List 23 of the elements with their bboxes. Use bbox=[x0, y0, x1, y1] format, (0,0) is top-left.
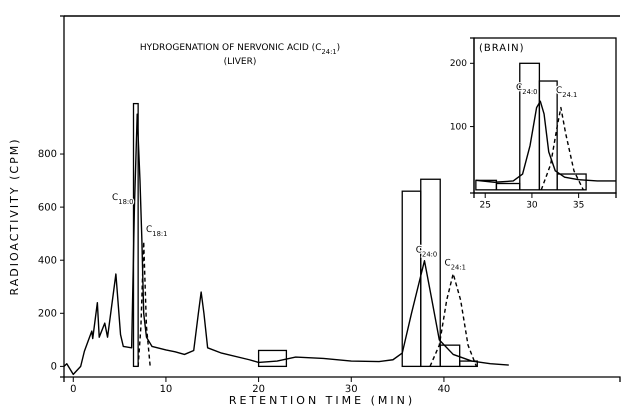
x-tick-label: 25 bbox=[479, 200, 491, 210]
annotation: C$_{18:0}$ bbox=[112, 193, 134, 206]
y-tick-label: 800 bbox=[38, 149, 57, 160]
y-tick-label: 100 bbox=[450, 122, 468, 132]
x-tick-label: 0 bbox=[70, 384, 76, 396]
x-tick-label: 30 bbox=[344, 384, 358, 396]
text: (LIVER) bbox=[224, 57, 256, 67]
y-tick-label: 600 bbox=[38, 202, 57, 214]
annotation: C$_{18:1}$ bbox=[146, 225, 168, 238]
x-tick-label: 40 bbox=[438, 384, 450, 396]
annotation: C$_{24:1}$ bbox=[444, 258, 466, 272]
y-tick-label: 200 bbox=[38, 308, 57, 320]
x-axis-title: RETENTION TIME (MIN) bbox=[228, 394, 416, 407]
y-tick-label: 200 bbox=[450, 59, 468, 70]
x-tick-label: 10 bbox=[160, 384, 172, 396]
x-tick-label: 20 bbox=[252, 384, 265, 396]
x-tick-label: 30 bbox=[526, 200, 538, 210]
text: HYDROGENATION OF NERVONIC ACID (C$_{24:1}$) bbox=[140, 43, 340, 56]
y-axis-title: RADIOACTIVITY (CPM) bbox=[8, 138, 21, 296]
text: (BRAIN) bbox=[479, 43, 524, 54]
y-tick-label: 400 bbox=[38, 255, 57, 266]
x-tick-label: 35 bbox=[572, 200, 584, 210]
y-tick-label: 0 bbox=[50, 362, 57, 373]
